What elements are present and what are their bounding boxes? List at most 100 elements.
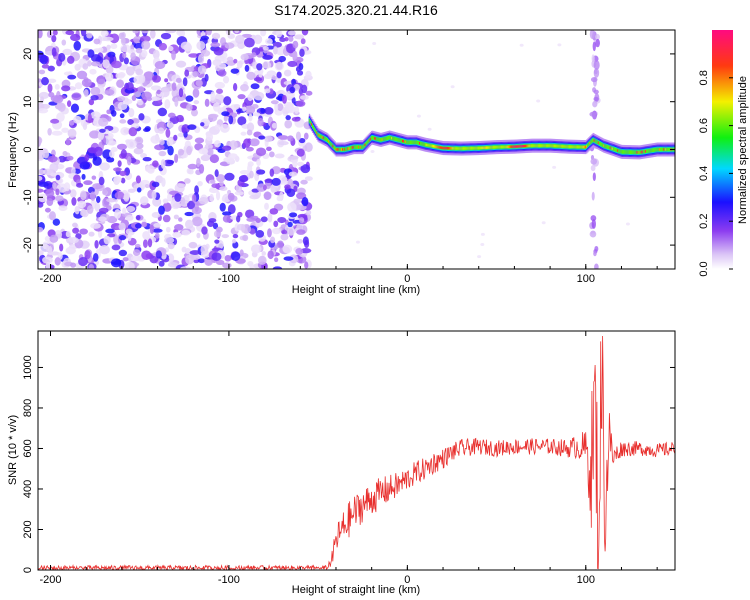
noise-speckle: [250, 244, 262, 254]
noise-speckle: [192, 71, 200, 78]
noise-speckle: [264, 202, 269, 210]
ridge-core: [461, 147, 464, 150]
noise-speckle: [239, 249, 244, 257]
ridge-band: [661, 147, 663, 152]
noise-speckle: [118, 222, 126, 231]
noise-speckle: [51, 35, 57, 43]
noise-speckle: [58, 205, 68, 211]
ridge-band: [605, 144, 607, 149]
noise-speckle: [253, 91, 265, 101]
ridge-band: [596, 140, 599, 145]
faint-speckle: [480, 243, 485, 247]
noise-speckle: [192, 88, 200, 98]
noise-speckle: [194, 202, 199, 213]
spectrogram-x-label: Height of straight line (km): [292, 284, 420, 296]
ridge-core: [505, 145, 508, 149]
noise-speckle: [141, 221, 148, 228]
noise-speckle: [74, 205, 80, 215]
noise-speckle: [82, 122, 88, 130]
ridge-core: [433, 145, 435, 148]
noise-speckle: [126, 205, 136, 213]
ridge-core: [375, 137, 377, 140]
ridge-band: [373, 136, 375, 140]
ridge-band: [650, 148, 652, 153]
noise-speckle: [122, 52, 127, 59]
noise-speckle: [175, 77, 182, 83]
ridge-core: [451, 147, 453, 150]
noise-speckle: [109, 33, 120, 44]
noise-speckle: [158, 205, 165, 215]
ridge-band: [406, 140, 408, 144]
noise-speckle: [197, 181, 203, 187]
noise-speckle: [211, 183, 220, 189]
x-tick-label: -200: [39, 273, 61, 285]
ridge-core: [348, 147, 350, 150]
noise-speckle: [57, 102, 66, 112]
noise-speckle: [144, 184, 150, 189]
spectrogram-x-axis: -200 -100 0 100: [39, 30, 658, 285]
noise-speckle: [59, 243, 64, 252]
ridge-core: [521, 145, 524, 148]
ridge-band: [423, 142, 425, 147]
ridge-core: [641, 150, 644, 154]
ridge-core: [316, 131, 318, 135]
noise-speckle: [158, 150, 167, 157]
noise-speckle: [135, 215, 141, 221]
noise-speckle: [305, 90, 313, 96]
ridge-core: [429, 144, 432, 147]
ridge-band: [642, 149, 645, 154]
noise-speckle: [288, 35, 294, 42]
noise-speckle: [275, 30, 283, 38]
noise-speckle: [165, 128, 171, 138]
ridge-band: [397, 138, 400, 142]
noise-speckle: [100, 30, 109, 37]
ridge-core: [520, 145, 523, 148]
ridge-core: [597, 141, 600, 145]
artifact-speckle: [592, 172, 596, 181]
ridge-core: [511, 145, 513, 148]
noise-speckle: [152, 49, 160, 60]
noise-speckle: [162, 202, 172, 212]
ridge-band: [618, 149, 620, 153]
ridge-core: [364, 143, 366, 147]
ridge-band: [315, 129, 317, 133]
ridge-core: [487, 146, 490, 149]
ridge-band: [416, 140, 419, 145]
noise-speckle: [244, 105, 256, 115]
noise-speckle: [258, 69, 263, 78]
noise-speckle: [271, 227, 282, 235]
noise-speckle: [151, 211, 161, 219]
noise-speckle: [278, 141, 289, 146]
noise-speckle: [264, 107, 274, 115]
ridge-core: [572, 145, 574, 148]
noise-speckle: [200, 49, 211, 57]
noise-speckle: [270, 236, 276, 244]
noise-speckle: [255, 218, 262, 224]
noise-speckle: [49, 162, 59, 172]
faint-speckle: [519, 43, 524, 47]
noise-speckle: [87, 113, 92, 124]
ridge-core: [546, 144, 548, 147]
ridge-core: [460, 147, 463, 150]
ridge-core: [526, 144, 528, 148]
noise-speckle: [242, 234, 249, 242]
noise-speckle: [295, 100, 306, 107]
ridge-core: [440, 146, 442, 149]
noise-speckle: [194, 185, 199, 195]
noise-speckle: [188, 241, 198, 249]
ridge-core: [494, 146, 496, 149]
noise-speckle: [255, 147, 267, 157]
ridge-core: [578, 145, 581, 149]
noise-speckle: [165, 226, 171, 233]
noise-speckle: [52, 218, 61, 226]
ridge-band: [319, 134, 321, 138]
noise-speckle: [82, 63, 89, 70]
ridge-band: [382, 137, 385, 142]
ridge-band: [308, 119, 311, 123]
ridge-band: [604, 144, 606, 148]
noise-speckle: [274, 102, 279, 113]
ridge-band: [396, 137, 399, 142]
noise-speckle: [174, 97, 179, 107]
noise-speckle: [237, 116, 247, 126]
noise-speckle: [267, 250, 274, 260]
